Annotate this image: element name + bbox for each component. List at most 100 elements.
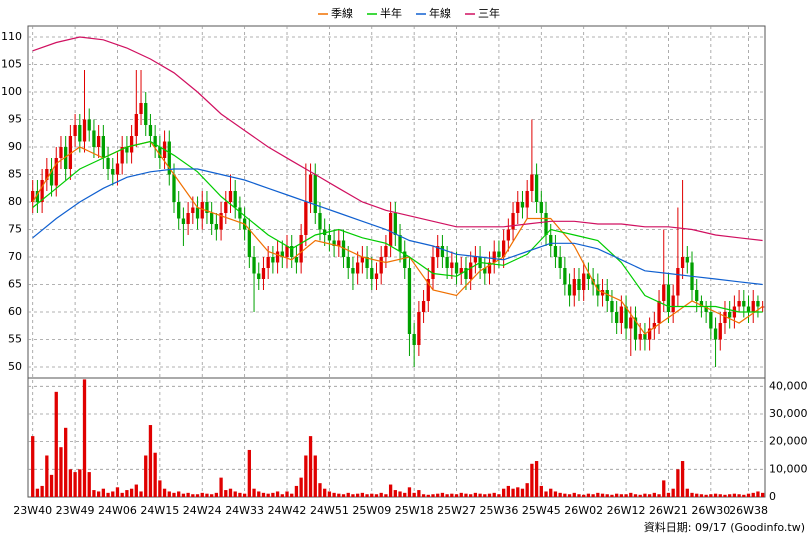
candle-body (530, 174, 534, 191)
volume-bar (398, 491, 402, 497)
candle-body (200, 202, 204, 219)
volume-bar (186, 492, 190, 497)
volume-bar (464, 493, 468, 497)
candle-body (158, 147, 162, 158)
candle-body (572, 279, 576, 296)
volume-bar (751, 492, 755, 497)
volume-bar (337, 493, 341, 497)
volume-bar (247, 449, 251, 497)
candle-body (520, 202, 525, 208)
y2-tick-label: 40,000 (769, 379, 808, 392)
volume-bar (177, 491, 181, 497)
volume-bar (492, 492, 496, 497)
candle-body (756, 301, 760, 307)
candle-body (346, 257, 350, 268)
candle-body (64, 147, 68, 169)
candle-body (153, 136, 157, 147)
volume-bar (153, 452, 157, 497)
legend-label: 半年 (380, 6, 402, 20)
volume-bar (643, 493, 647, 497)
volume-bar (680, 461, 685, 497)
candle-body (120, 147, 124, 164)
volume-bar (690, 492, 694, 497)
candle-body (643, 334, 647, 340)
candle-body (652, 323, 656, 329)
candle-body (261, 268, 266, 279)
candle-body (619, 306, 624, 323)
candle-body (290, 246, 294, 257)
volume-bar (111, 491, 115, 497)
candle-body (195, 207, 200, 219)
candle-body (271, 257, 275, 263)
volume-bar (68, 469, 73, 497)
y2-tick-label: 30,000 (769, 407, 808, 420)
candle-body (224, 202, 228, 213)
volume-bar (59, 447, 63, 497)
y2-tick-label: 10,000 (769, 462, 808, 475)
ma-line (32, 140, 763, 313)
volume-bar (238, 492, 242, 497)
volume-bar (619, 494, 624, 497)
candle-body (327, 235, 332, 241)
candle-body (445, 257, 449, 268)
y-tick-label: 80 (8, 195, 22, 208)
x-tick-label: 23W40 (13, 504, 52, 517)
y2-tick-label: 0 (769, 490, 776, 503)
volume-bar (290, 493, 294, 497)
candle-body (111, 169, 115, 175)
candle-body (228, 191, 233, 202)
candle-body (219, 213, 223, 230)
candle-body (751, 301, 755, 312)
y-tick-label: 95 (8, 113, 22, 126)
candle-body (469, 262, 473, 279)
candle-body (233, 191, 237, 208)
volume-bar (732, 493, 737, 497)
candle-body (563, 268, 567, 285)
volume-bar (421, 494, 426, 497)
volume-bar (591, 494, 595, 497)
volume-bar (605, 494, 609, 497)
candle-body (332, 240, 336, 246)
volume-bar (459, 492, 463, 497)
x-tick-label: 24W06 (98, 504, 137, 517)
volume-bar (346, 492, 350, 497)
candle-body (365, 257, 369, 268)
x-tick-label: 26W21 (649, 504, 688, 517)
volume-bar (615, 493, 619, 497)
volume-bar (266, 493, 270, 497)
volume-bar (506, 485, 510, 497)
volume-bar (313, 455, 317, 497)
volume-bar (412, 492, 416, 497)
volume-bar (478, 493, 482, 497)
volume-bar (73, 472, 77, 497)
candle-body (384, 246, 388, 257)
volume-bar (162, 488, 167, 497)
x-tick-label: 26W38 (729, 504, 768, 517)
volume-bar (54, 391, 58, 497)
volume-bar (379, 492, 383, 497)
candle-body (558, 257, 562, 268)
ma-line (32, 168, 763, 286)
volume-bar (563, 493, 567, 497)
candle-body (436, 246, 440, 257)
candle-body (266, 257, 270, 268)
volume-bar (64, 427, 68, 497)
volume-bar (106, 492, 110, 497)
candle-body (73, 125, 77, 136)
volume-bar (633, 494, 638, 497)
volume-bar (600, 493, 605, 497)
volume-bar (713, 493, 718, 497)
candle-body (605, 290, 609, 301)
volume-bar (662, 480, 666, 497)
volume-bar (195, 494, 200, 497)
volume-bar (685, 488, 689, 497)
candle-body (54, 158, 58, 186)
volume-bar (544, 491, 548, 497)
volume-bar (487, 493, 492, 497)
volume-bar (261, 492, 266, 497)
volume-bar (370, 493, 374, 497)
volume-bar (586, 493, 591, 497)
volume-bar (760, 492, 765, 497)
volume-bar (695, 493, 699, 497)
volume-bar (756, 491, 760, 497)
